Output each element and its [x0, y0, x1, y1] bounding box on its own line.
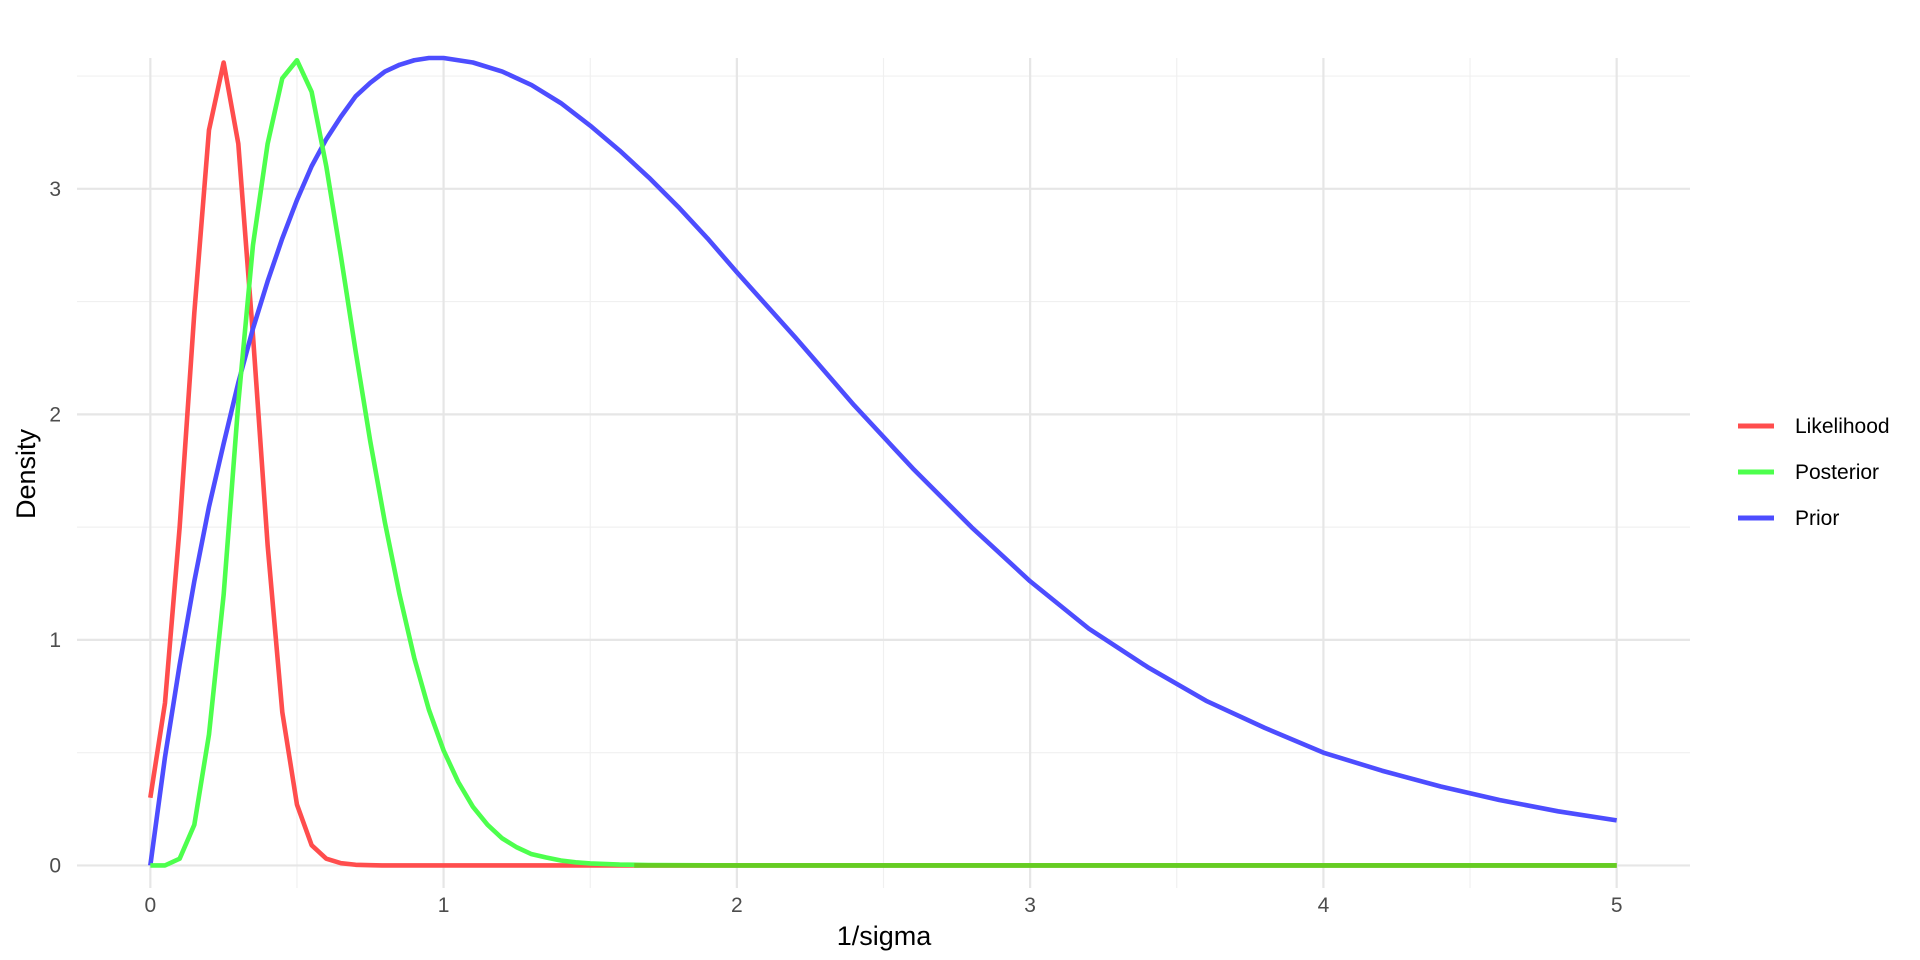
x-tick-label: 4	[1318, 894, 1330, 917]
series-lines	[148, 55, 1618, 868]
legend-label-prior: Prior	[1795, 507, 1839, 530]
y-tick-label: 3	[49, 178, 61, 201]
x-tick-label: 5	[1611, 894, 1623, 917]
x-axis-ticks: 0 1 2 3 4 5	[144, 894, 1622, 917]
y-tick-label: 0	[49, 854, 61, 877]
x-tick-label: 3	[1024, 894, 1036, 917]
x-tick-label: 1	[438, 894, 450, 917]
y-tick-label: 2	[49, 403, 61, 426]
x-tick-label: 0	[144, 894, 156, 917]
series-line-prior	[148, 55, 1618, 866]
y-axis-ticks: 0 1 2 3	[49, 178, 61, 878]
legend-label-likelihood: Likelihood	[1795, 415, 1890, 438]
grid	[77, 58, 1690, 888]
legend: Likelihood Posterior Prior	[1738, 415, 1890, 530]
x-tick-label: 2	[731, 894, 743, 917]
y-tick-label: 1	[49, 629, 61, 652]
y-axis-title: Density	[11, 428, 41, 519]
x-axis-title: 1/sigma	[837, 921, 933, 951]
legend-label-posterior: Posterior	[1795, 461, 1879, 484]
